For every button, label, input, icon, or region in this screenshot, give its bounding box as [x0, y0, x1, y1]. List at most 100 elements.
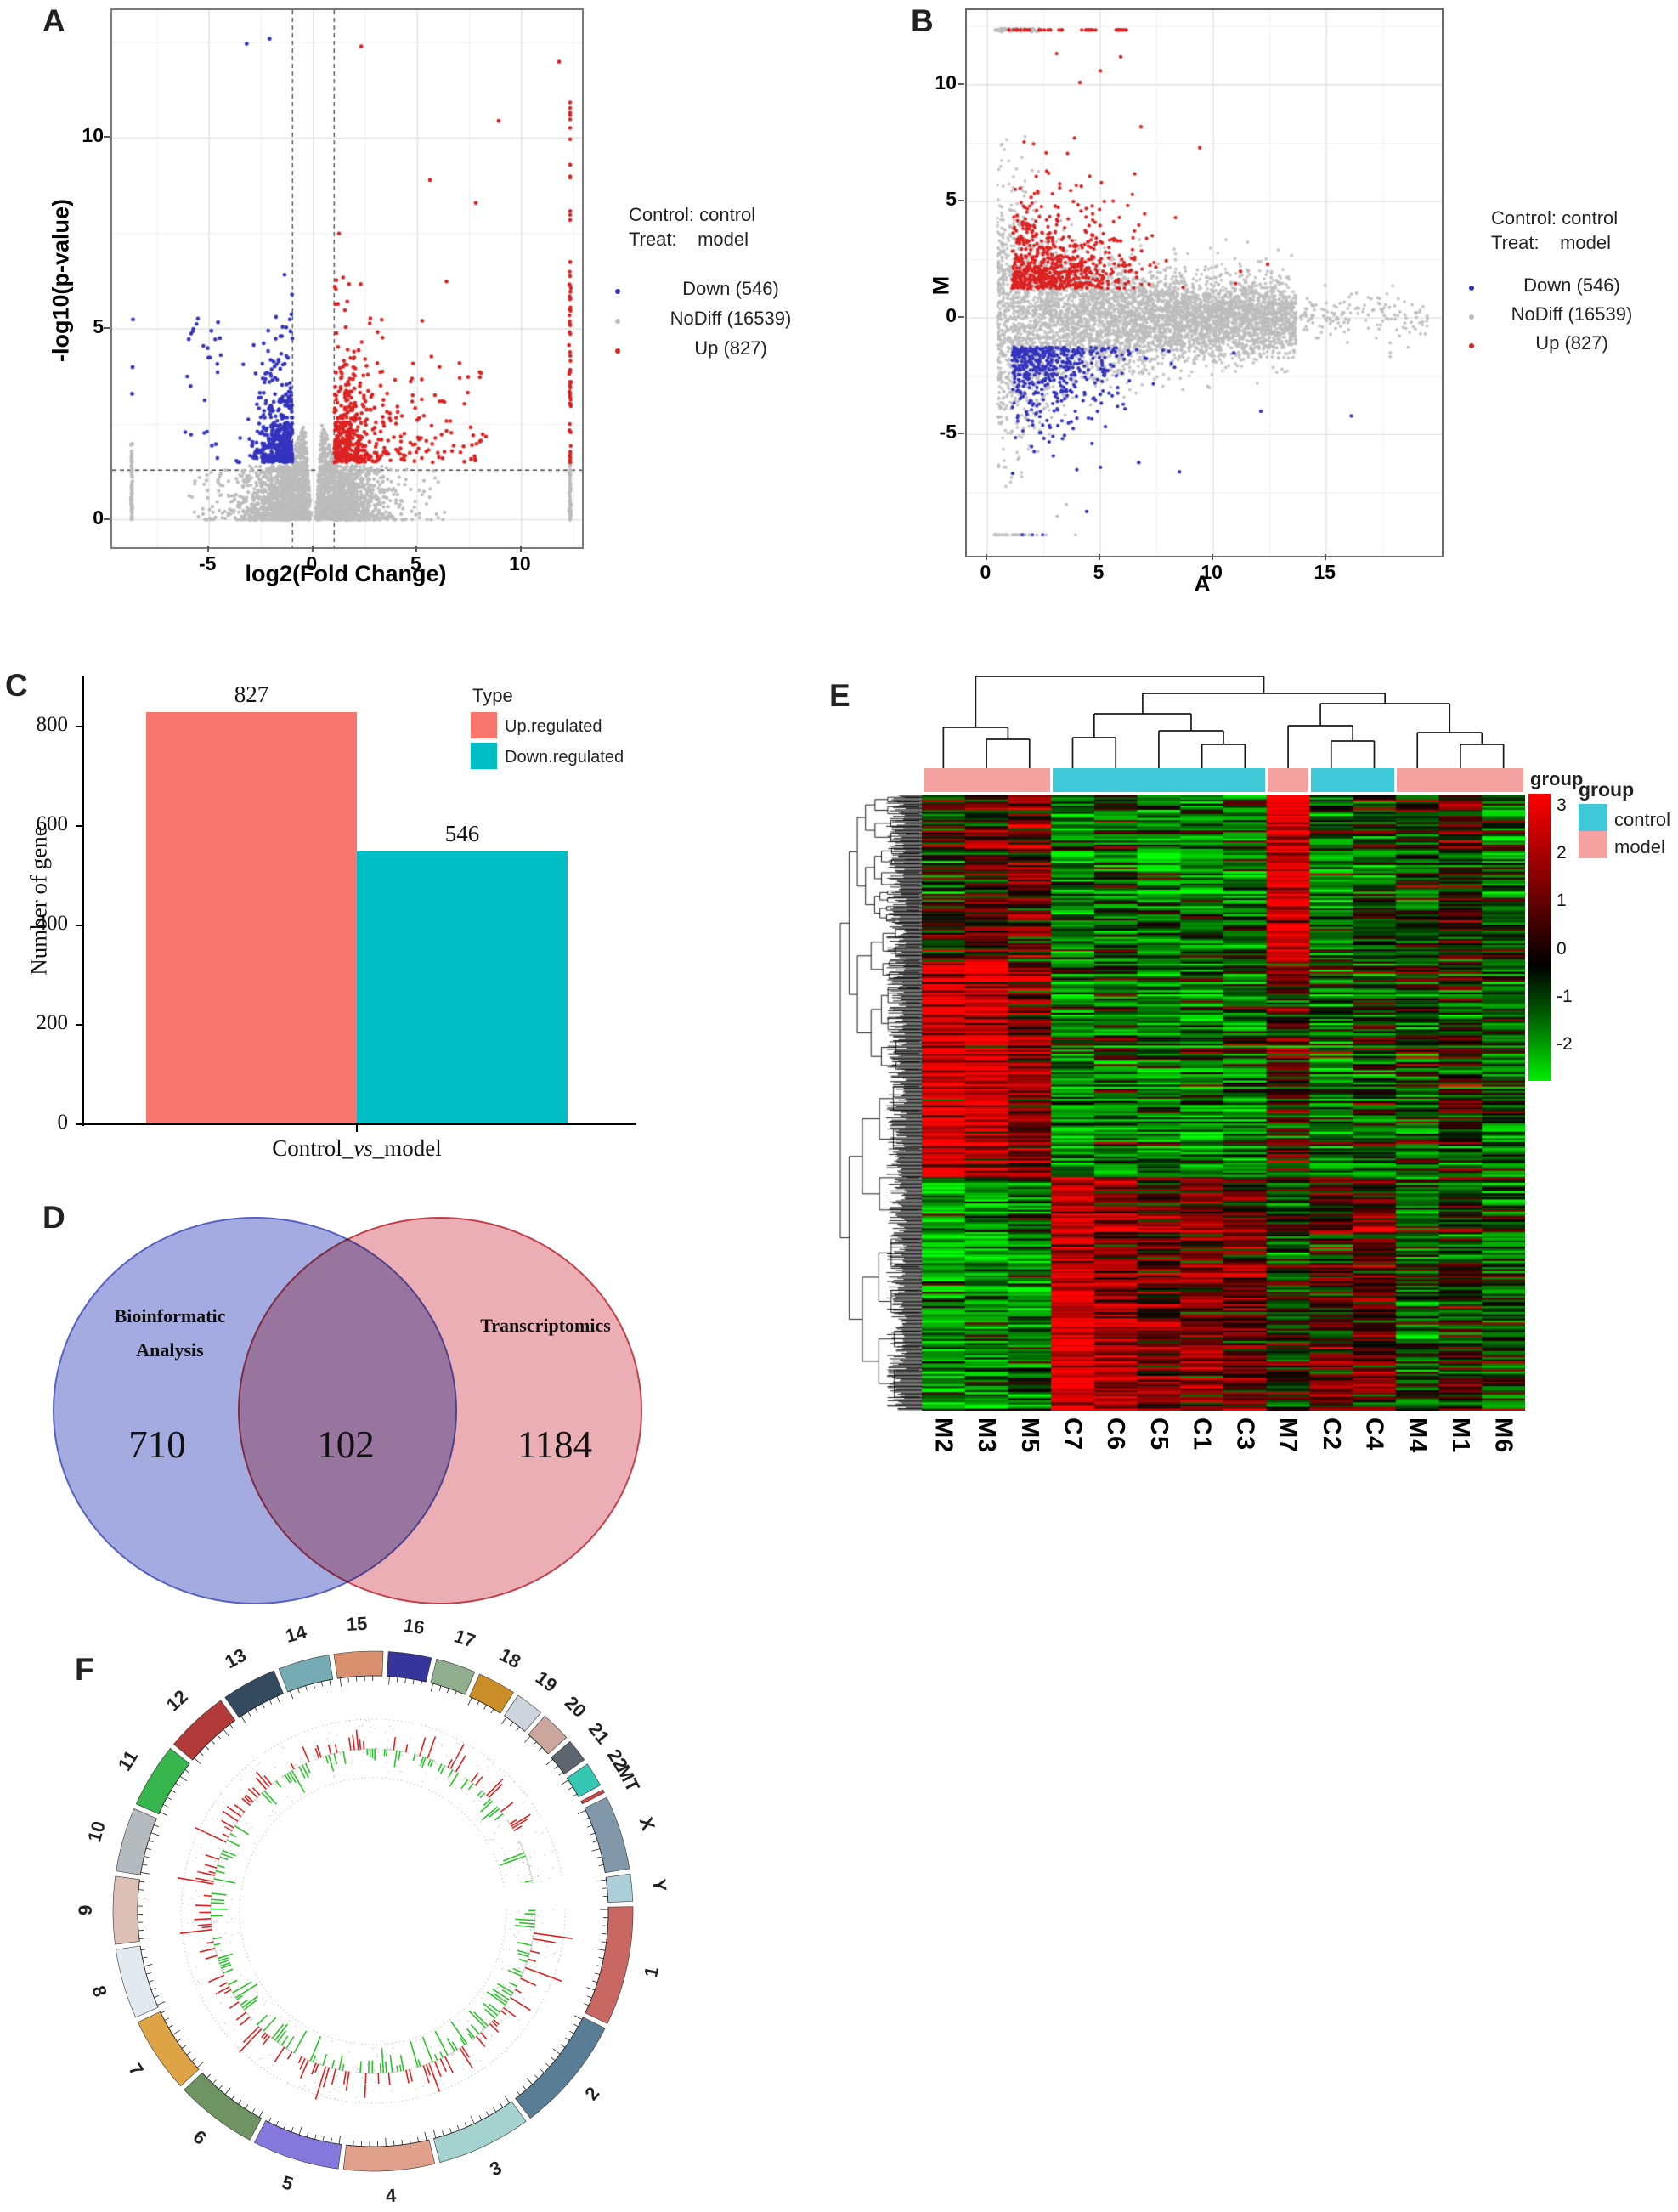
volcano-x-tick-label: 5	[410, 552, 421, 574]
circos-chromosome-label: X	[636, 1814, 659, 1833]
circos-chromosome-label: 11	[114, 1746, 142, 1774]
venn-left-title-line2: Analysis	[136, 1339, 204, 1361]
volcano-x-tick-mark	[415, 546, 418, 552]
barchart-x-axis-label: Control_vs_model	[272, 1135, 442, 1162]
barchart-y-tick-mark	[76, 1024, 82, 1026]
ma-legend-down-dot	[1469, 286, 1474, 291]
panel-e-label: E	[829, 678, 850, 713]
heatmap-colorbar	[1528, 794, 1551, 1081]
heatmap-column-dendrogram	[942, 676, 1505, 768]
heatmap-colorbar-tick: 0	[1557, 938, 1567, 959]
barchart-down-bar	[357, 851, 568, 1123]
volcano-legend-up-dot	[615, 348, 620, 354]
circos-chromosome-label: 14	[283, 1621, 309, 1647]
volcano-legend-down: Down (546)	[682, 278, 779, 299]
circos-chromosome-label: 17	[452, 1625, 478, 1652]
volcano-legend-nodiff: NoDiff (16539)	[670, 308, 792, 329]
circos-chromosome-label: 15	[346, 1613, 368, 1635]
barchart-legend-down-swatch	[471, 743, 497, 769]
ma-y-tick-mark	[958, 199, 964, 201]
volcano-y-tick-label: 0	[93, 506, 104, 529]
circos-chromosome-label: 8	[88, 1983, 110, 2000]
heatmap-group-strip-block	[923, 768, 1050, 792]
volcano-legend-nodiff-dot	[615, 319, 620, 324]
circos-chromosome-label: 18	[496, 1643, 524, 1672]
ma-x-tick-mark	[1212, 554, 1214, 560]
heatmap-group-strip-block	[1052, 768, 1266, 792]
volcano-y-tick-mark	[104, 136, 110, 139]
heatmap-column-label: C3	[1231, 1417, 1259, 1451]
barchart-y-tick-label: 600	[36, 812, 69, 835]
barchart-y-tick-mark	[76, 825, 82, 827]
barchart-y-tick-label: 200	[36, 1011, 69, 1034]
ma-legend-comparison: Control: control Treat: model	[1491, 206, 1618, 255]
volcano-x-tick-mark	[311, 546, 314, 552]
heatmap-column-label: C4	[1360, 1417, 1388, 1451]
barchart-y-tick-mark	[76, 925, 82, 926]
heatmap-column-label: C2	[1317, 1417, 1345, 1451]
volcano-legend-down-dot	[615, 289, 620, 294]
circos-chromosome-label: 21	[585, 1718, 614, 1748]
heatmap-column-label: C1	[1188, 1417, 1216, 1451]
barchart-xlabel-post: _model	[372, 1135, 442, 1161]
volcano-plot-canvas	[110, 8, 584, 549]
heatmap-column-label: M1	[1446, 1417, 1474, 1454]
circos-chromosome-label: 10	[83, 1819, 110, 1844]
heatmap-colorbar-tick: 3	[1557, 795, 1567, 815]
barchart-legend-up-swatch	[471, 712, 497, 738]
heatmap-legend-title: group	[1579, 778, 1635, 801]
heatmap-column-label: C5	[1144, 1417, 1172, 1451]
venn-right-title: Transcriptomics	[480, 1315, 611, 1336]
ma-legend-control: Control: control	[1491, 207, 1619, 229]
circos-chromosome-label: 5	[280, 2171, 296, 2195]
ma-legend-up-dot	[1469, 343, 1474, 348]
barchart-y-tick-mark	[76, 1123, 82, 1125]
ma-legend-down: Down (546)	[1523, 274, 1620, 296]
ma-y-tick-label: 0	[946, 304, 957, 327]
circos-chromosome-label: 12	[162, 1686, 192, 1716]
barchart-up-bar	[146, 712, 357, 1123]
volcano-y-tick-mark	[104, 518, 110, 520]
ma-y-tick-label: -5	[939, 421, 957, 444]
volcano-x-axis-label: log2(Fold Change)	[245, 561, 447, 586]
heatmap-canvas	[922, 795, 1525, 1411]
heatmap-legend-control: control	[1614, 809, 1671, 830]
heatmap-column-label: M2	[929, 1417, 958, 1454]
barchart-up-value: 827	[234, 682, 269, 707]
barchart-legend-down: Down.regulated	[505, 748, 624, 767]
barchart-x-axis-line	[82, 1123, 636, 1125]
ma-x-tick-mark	[1099, 554, 1101, 560]
ma-x-tick-label: 0	[980, 561, 992, 583]
heatmap-legend-model: model	[1614, 836, 1665, 857]
ma-legend-treat: Treat: model	[1491, 232, 1612, 253]
barchart-y-axis-line	[82, 676, 84, 1126]
panel-d-label: D	[42, 1200, 65, 1235]
circos-chromosome-label: 9	[75, 1905, 96, 1915]
ma-y-tick-mark	[958, 82, 964, 85]
venn-right-circle	[238, 1217, 642, 1604]
venn-left-title-line1: Bioinformatic	[114, 1305, 226, 1327]
venn-right-count: 1184	[517, 1423, 593, 1466]
ma-y-axis-label: M	[928, 275, 954, 296]
venn-intersection-count: 102	[317, 1423, 375, 1466]
ma-y-tick-label: 10	[935, 71, 957, 93]
heatmap-group-strip-block	[1397, 768, 1524, 792]
heatmap-group-strip-block	[1310, 768, 1395, 792]
ma-y-tick-label: 5	[946, 187, 957, 210]
circos-chromosome-label: 4	[385, 2185, 398, 2207]
venn-left-count: 710	[128, 1423, 186, 1466]
heatmap-colorbar-tick: 1	[1557, 891, 1567, 911]
volcano-x-tick-label: 0	[306, 552, 318, 574]
barchart-legend-up: Up.regulated	[505, 717, 602, 736]
volcano-y-tick-label: 10	[82, 124, 104, 147]
barchart-y-axis-label: Number of gene	[25, 826, 52, 976]
panel-a-label: A	[42, 3, 65, 38]
heatmap-legend-model-swatch	[1579, 831, 1607, 858]
barchart-legend-title: Type	[472, 685, 513, 706]
volcano-x-tick-mark	[207, 546, 210, 552]
circos-chromosome-label: 13	[221, 1644, 249, 1673]
circos-chromosome-label: 16	[402, 1615, 426, 1638]
ma-legend-up: Up (827)	[1535, 332, 1608, 354]
